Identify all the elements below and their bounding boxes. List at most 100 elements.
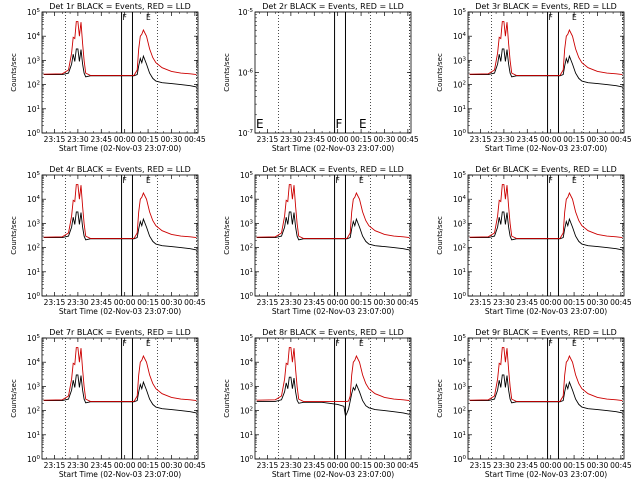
x-tick-label: 23:15: [44, 135, 66, 144]
series-line-events: [43, 374, 197, 414]
x-tick-label: 00:00: [327, 135, 349, 144]
series-line-events: [469, 48, 623, 88]
series-line-lld: [43, 184, 197, 239]
x-axis-label: Start Time (02-Nov-03 23:07:00): [485, 144, 607, 153]
x-tick-label: 00:00: [114, 298, 136, 307]
y-axis-label: Counts/sec: [10, 53, 18, 92]
y-tick-label: 105: [27, 8, 41, 17]
chart-title: Det 2r BLACK = Events, RED = LLD: [262, 2, 404, 11]
x-tick-label: 23:15: [44, 461, 66, 470]
y-axis-label: Counts/sec: [223, 53, 231, 92]
y-tick-label: 100: [453, 455, 467, 464]
plot-frame: [467, 174, 625, 297]
x-tick-label: 00:45: [610, 298, 632, 307]
y-axis-label: Counts/sec: [223, 216, 231, 255]
series-line-events: [469, 211, 623, 251]
y-tick-label: 10-7: [238, 129, 254, 138]
marker-label-f: F: [123, 339, 127, 348]
y-tick-label: 10-6: [238, 69, 254, 78]
chart-title: Det 6r BLACK = Events, RED = LLD: [475, 165, 617, 174]
marker-label-f: F: [123, 13, 127, 22]
x-tick-label: 23:30: [67, 298, 89, 307]
y-tick-label: 104: [27, 195, 41, 204]
chart-panel-2: Det 2r BLACK = Events, RED = LLD Counts/s…: [223, 2, 419, 153]
x-tick-label: 00:30: [161, 135, 183, 144]
x-axis-label: Start Time (02-Nov-03 23:07:00): [485, 470, 607, 479]
y-tick-label: 100: [240, 455, 254, 464]
x-tick-label: 00:30: [374, 461, 396, 470]
y-tick-label: 101: [453, 105, 466, 114]
y-tick-label: 101: [240, 268, 253, 277]
series-line-events: [256, 211, 410, 251]
x-tick-label: 00:00: [540, 135, 562, 144]
x-tick-label: 23:30: [280, 461, 302, 470]
y-tick-label: 105: [453, 334, 467, 343]
x-tick-label: 00:15: [563, 135, 585, 144]
chart-title: Det 7r BLACK = Events, RED = LLD: [49, 328, 191, 337]
x-tick-label: 00:45: [184, 298, 206, 307]
x-tick-label: 00:30: [587, 298, 609, 307]
x-tick-label: 23:30: [67, 135, 89, 144]
x-tick-label: 23:30: [493, 461, 515, 470]
x-tick-label: 00:00: [114, 135, 136, 144]
plot-frame: [41, 337, 199, 460]
y-tick-label: 102: [27, 244, 40, 253]
x-tick-label: 23:30: [67, 461, 89, 470]
marker-label-e: E: [146, 339, 151, 348]
y-tick-label: 101: [453, 268, 466, 277]
plot-frame: [467, 337, 625, 460]
y-tick-label: 105: [240, 334, 254, 343]
series-line-events: [43, 48, 197, 88]
y-tick-label: 100: [453, 292, 467, 301]
chart-title: Det 9r BLACK = Events, RED = LLD: [475, 328, 617, 337]
y-tick-label: 101: [27, 268, 40, 277]
x-tick-label: 00:45: [610, 135, 632, 144]
x-tick-label: 23:30: [493, 135, 515, 144]
x-tick-label: 00:30: [161, 298, 183, 307]
plot-frame: [254, 174, 412, 297]
x-tick-label: 23:45: [303, 298, 325, 307]
x-axis-label: Start Time (02-Nov-03 23:07:00): [59, 470, 181, 479]
x-axis-label: Start Time (02-Nov-03 23:07:00): [272, 470, 394, 479]
x-tick-label: 00:30: [587, 461, 609, 470]
chart-title: Det 1r BLACK = Events, RED = LLD: [49, 2, 191, 11]
chart-panel-6: Det 6r BLACK = Events, RED = LLD Counts/s…: [436, 165, 632, 316]
x-tick-label: 00:15: [350, 461, 372, 470]
y-tick-label: 103: [27, 219, 41, 228]
series-line-lld: [43, 347, 197, 402]
x-tick-label: 23:15: [257, 135, 279, 144]
y-tick-label: 103: [27, 382, 41, 391]
y-tick-label: 104: [453, 358, 467, 367]
y-tick-label: 100: [27, 129, 41, 138]
series-line-lld: [256, 347, 410, 402]
x-tick-label: 23:15: [257, 461, 279, 470]
plot-frame: [41, 174, 199, 297]
y-tick-label: 103: [240, 219, 254, 228]
marker-label-e: E: [359, 339, 364, 348]
y-tick-label: 101: [240, 431, 253, 440]
x-tick-label: 00:15: [350, 135, 372, 144]
y-tick-label: 100: [27, 455, 41, 464]
marker-label-e: E: [359, 117, 367, 131]
x-axis-label: Start Time (02-Nov-03 23:07:00): [272, 307, 394, 316]
series-line-events: [43, 211, 197, 251]
x-tick-label: 23:45: [90, 461, 112, 470]
x-tick-label: 23:15: [257, 298, 279, 307]
x-tick-label: 00:30: [374, 298, 396, 307]
series-line-lld: [256, 184, 410, 239]
y-tick-label: 105: [27, 334, 41, 343]
x-tick-label: 23:45: [303, 461, 325, 470]
y-tick-label: 104: [453, 195, 467, 204]
x-tick-label: 23:15: [470, 135, 492, 144]
chart-title: Det 4r BLACK = Events, RED = LLD: [49, 165, 191, 174]
x-tick-label: 00:15: [137, 298, 159, 307]
chart-panel-3: Det 3r BLACK = Events, RED = LLD Counts/s…: [436, 2, 632, 153]
y-axis-label: Counts/sec: [436, 53, 444, 92]
y-tick-label: 103: [240, 382, 254, 391]
marker-label-f: F: [549, 339, 553, 348]
y-axis-label: Counts/sec: [436, 379, 444, 418]
x-tick-label: 00:30: [587, 135, 609, 144]
plot-frame: [254, 337, 412, 460]
marker-label-e: E: [359, 176, 364, 185]
y-tick-label: 104: [240, 195, 254, 204]
